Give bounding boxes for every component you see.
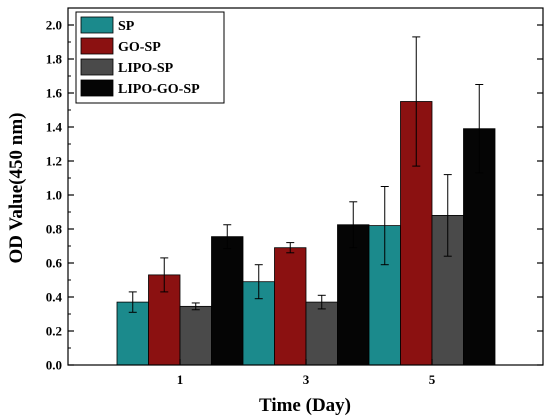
- error-bar-go-sp-day-1: [160, 257, 169, 293]
- bar-lipo-sp-day-3: [305, 301, 338, 366]
- legend-label-go-sp: GO-SP: [118, 40, 161, 55]
- y-tick-label: 0.6: [46, 256, 63, 271]
- error-bar-lipo-go-sp-day-1: [223, 224, 232, 250]
- error-bar-lipo-sp-day-3: [317, 294, 326, 310]
- error-bar-lipo-sp-day-5: [443, 174, 452, 257]
- error-bar-sp-day-5: [380, 186, 389, 266]
- error-bar-sp-day-1: [128, 291, 137, 313]
- y-axis: 0.0 0.2 0.4 0.6 0.8 1.0 1.2 1.4 1.6 1.8 2.0: [46, 18, 543, 373]
- x-tick-label: 3: [303, 372, 310, 387]
- y-tick-label: 1.6: [46, 86, 63, 101]
- bars-layer: [116, 101, 496, 366]
- error-bar-go-sp-day-3: [286, 242, 295, 254]
- y-tick-label: 0.8: [46, 222, 63, 237]
- legend-label-lipo-go-sp: LIPO-GO-SP: [118, 82, 200, 97]
- error-bar-lipo-sp-day-1: [191, 302, 200, 311]
- error-bar-sp-day-3: [254, 264, 263, 300]
- bar-lipo-sp-day-1: [179, 305, 212, 366]
- bar-go-sp-day-3: [274, 247, 307, 366]
- legend-label-lipo-sp: LIPO-SP: [118, 61, 174, 76]
- y-tick-label: 1.4: [46, 120, 63, 135]
- error-bar-go-sp-day-5: [412, 36, 421, 167]
- error-bars-layer: [128, 36, 484, 313]
- x-tick-label: 1: [177, 372, 184, 387]
- y-tick-label: 0.0: [46, 358, 62, 373]
- y-tick-label: 1.8: [46, 52, 63, 67]
- y-tick-label: 0.2: [46, 324, 62, 339]
- legend-label-sp: SP: [118, 19, 135, 34]
- y-tick-label: 2.0: [46, 18, 62, 33]
- x-axis-title: Time (Day): [259, 395, 351, 416]
- legend-swatch-sp: [80, 16, 114, 34]
- error-bar-lipo-go-sp-day-5: [475, 84, 484, 174]
- y-tick-label: 0.4: [46, 290, 63, 305]
- y-tick-label: 1.2: [46, 154, 62, 169]
- error-bar-lipo-go-sp-day-3: [349, 201, 358, 249]
- legend: SP GO-SP LIPO-SP LIPO-GO-SP: [75, 11, 225, 104]
- x-axis: 1 3 5: [177, 359, 436, 387]
- bar-lipo-go-sp-day-1: [211, 236, 244, 366]
- y-tick-label: 1.0: [46, 188, 62, 203]
- legend-swatch-lipo-go-sp: [80, 79, 114, 97]
- legend-swatch-go-sp: [80, 37, 114, 55]
- x-tick-label: 5: [429, 372, 436, 387]
- legend-swatch-lipo-sp: [80, 58, 114, 76]
- y-axis-title: OD Value(450 nm): [6, 113, 27, 264]
